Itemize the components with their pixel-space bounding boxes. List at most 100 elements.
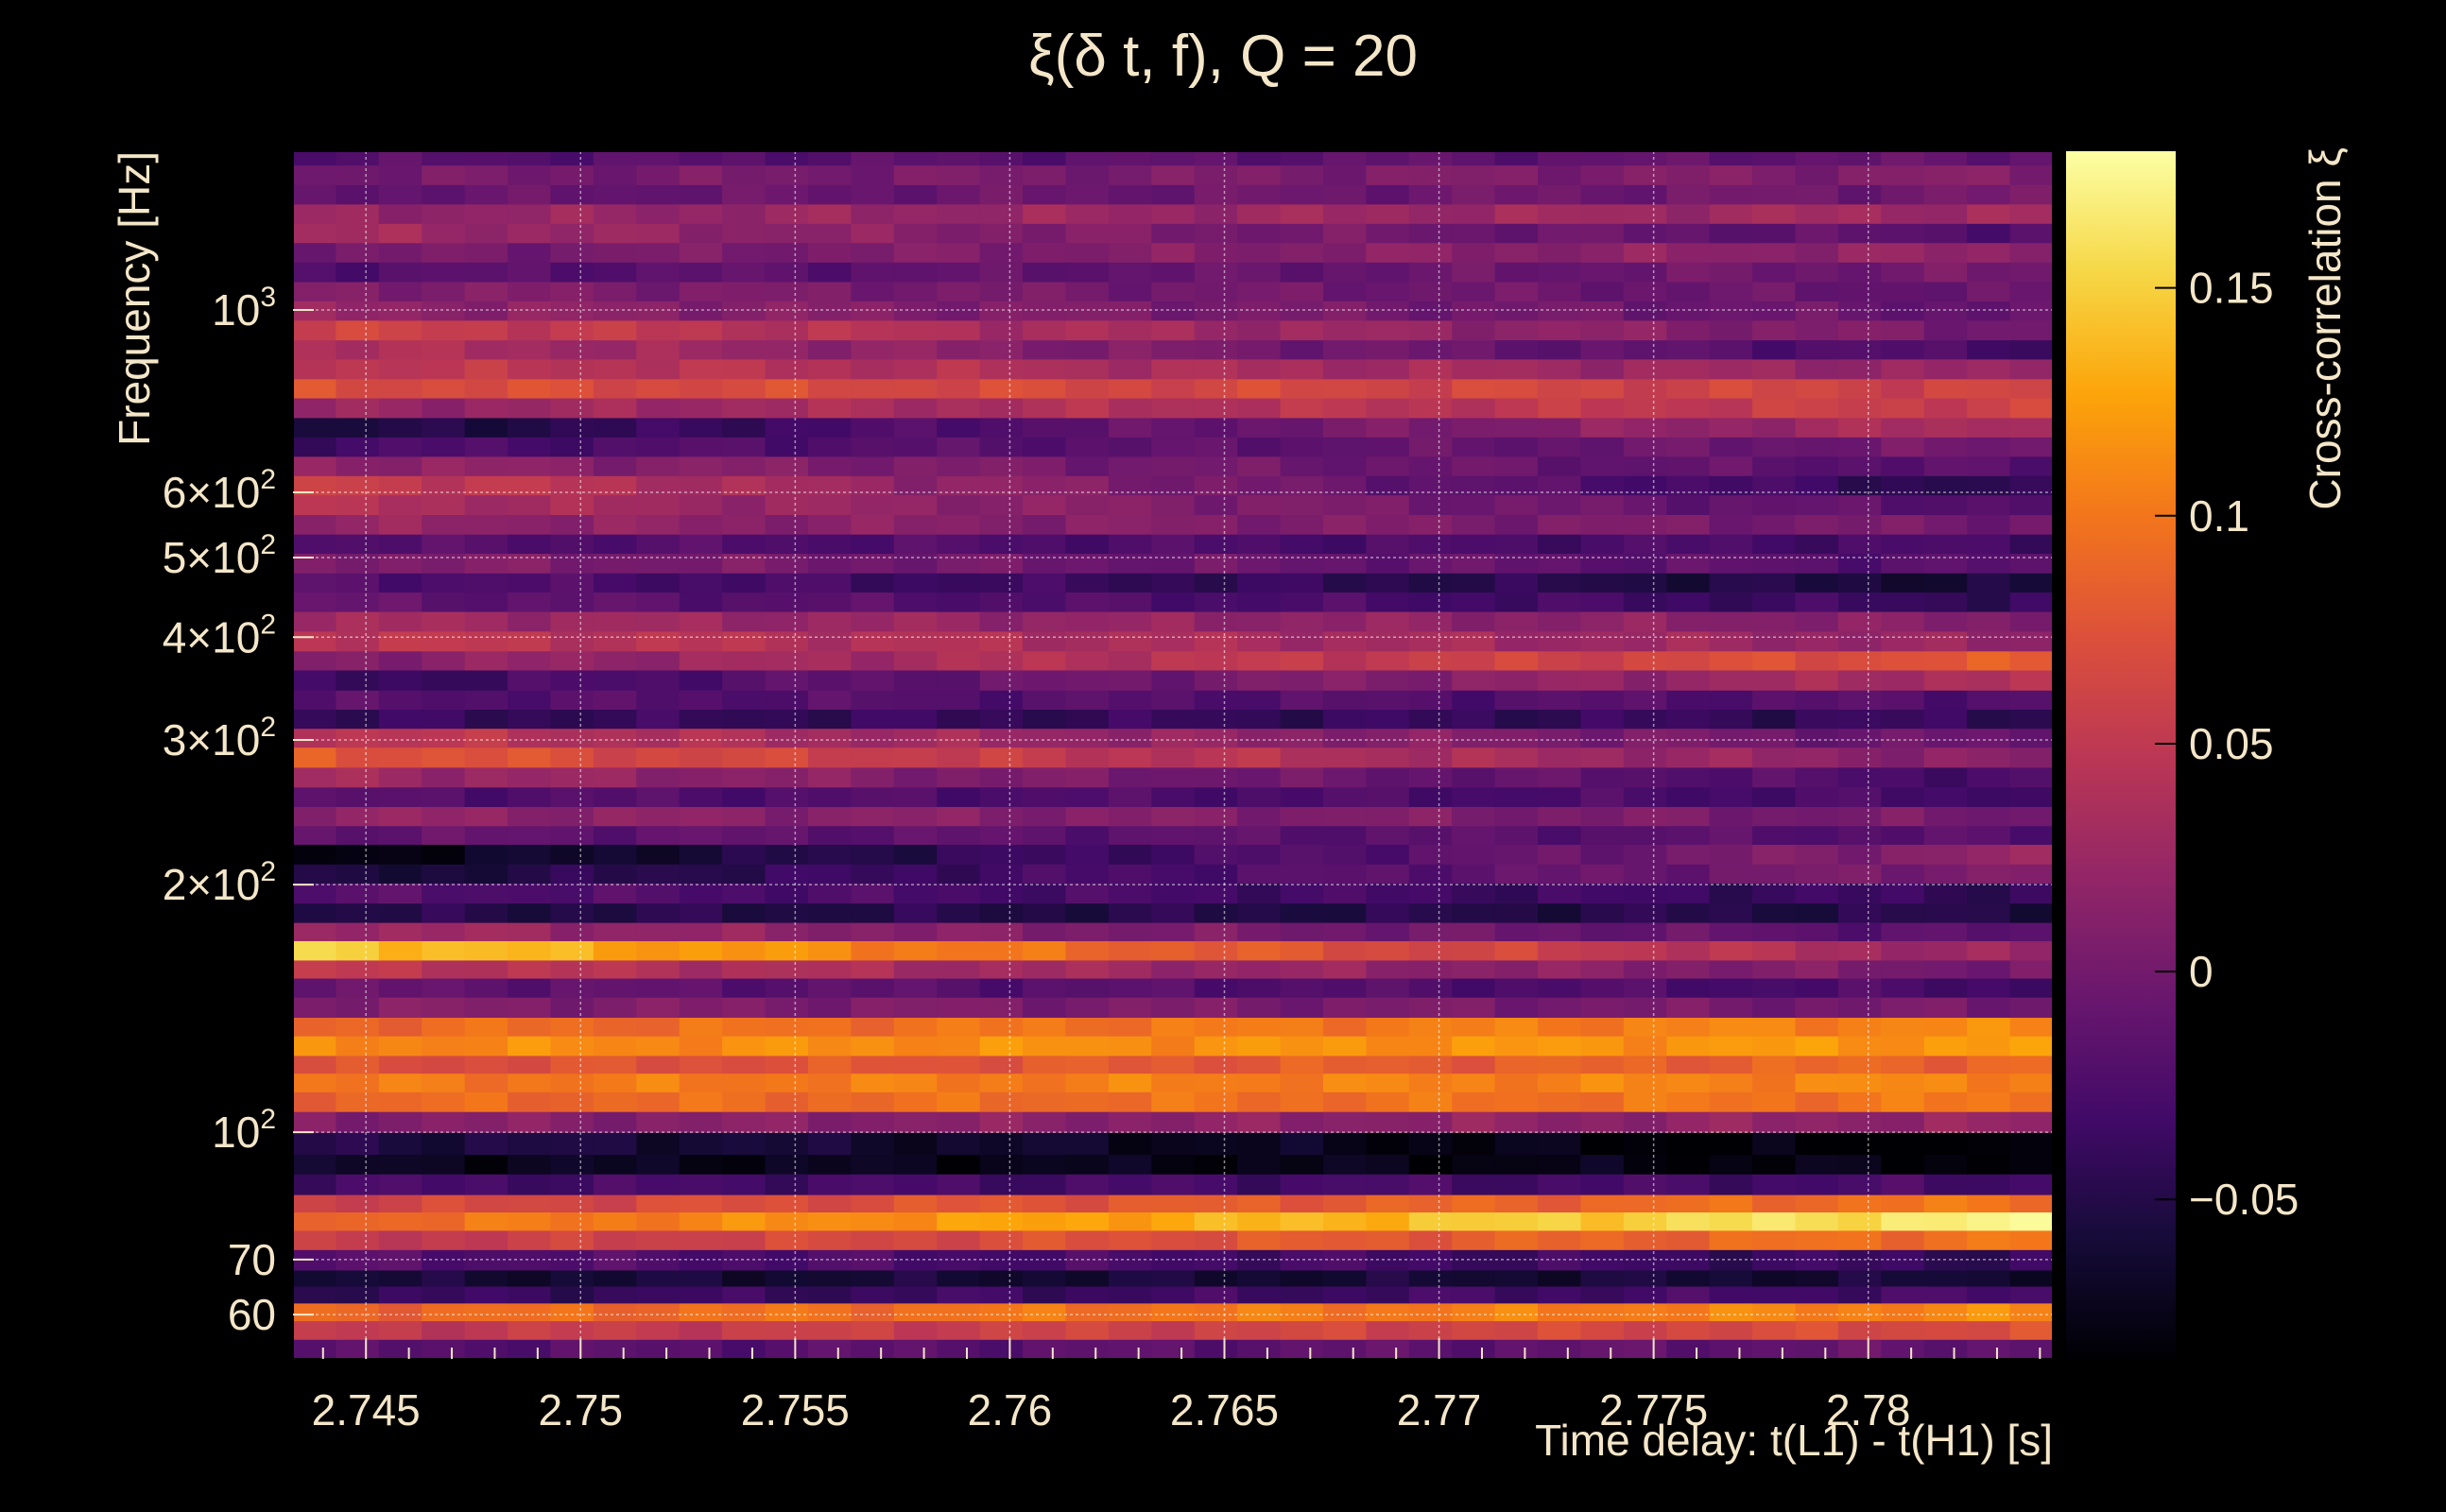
heatmap-cell	[1538, 709, 1582, 730]
heatmap-cell	[1795, 786, 1839, 807]
heatmap-cell	[893, 922, 938, 941]
heatmap-cell	[422, 339, 466, 360]
heatmap-cell	[937, 223, 981, 244]
heatmap-cell	[1666, 883, 1711, 904]
heatmap-cell	[851, 977, 895, 998]
heatmap-cell	[508, 1249, 552, 1271]
heatmap-cell	[1709, 806, 1753, 827]
heatmap-cell	[1108, 358, 1152, 380]
heatmap-cell	[1923, 902, 1968, 923]
heatmap-cell	[1151, 650, 1196, 671]
heatmap-cell	[1923, 319, 1968, 341]
heatmap-cell	[1881, 922, 1925, 941]
heatmap-cell	[1494, 184, 1539, 205]
heatmap-cell	[765, 690, 809, 711]
heatmap-cell	[1452, 203, 1496, 224]
heatmap-cell	[1023, 534, 1067, 555]
heatmap-cell	[1065, 455, 1110, 476]
heatmap-cell	[1837, 1229, 1882, 1250]
heatmap-cell	[679, 437, 723, 457]
heatmap-cell	[979, 1174, 1024, 1195]
heatmap-cell	[508, 553, 552, 574]
heatmap-cell	[979, 940, 1024, 961]
heatmap-cell	[422, 1036, 466, 1057]
heatmap-cell	[1194, 883, 1238, 904]
heatmap-cell	[1623, 417, 1667, 438]
heatmap-cell	[1538, 630, 1582, 652]
heatmap-cell	[422, 864, 466, 884]
heatmap-cell	[1967, 1211, 2011, 1231]
heatmap-cell	[1108, 1073, 1152, 1092]
heatmap-cell	[464, 553, 508, 574]
heatmap-cell	[464, 417, 508, 438]
heatmap-cell	[1452, 940, 1496, 961]
heatmap-cell	[1194, 669, 1238, 691]
heatmap-cell	[1065, 1269, 1110, 1287]
heatmap-cell	[550, 164, 594, 185]
heatmap-cell	[1923, 301, 1968, 321]
heatmap-cell	[464, 959, 508, 979]
heatmap-cell	[1837, 690, 1882, 711]
heatmap-cell	[1795, 728, 1839, 748]
heatmap-cell	[851, 553, 895, 574]
heatmap-cell	[1366, 301, 1410, 321]
heatmap-cell	[1194, 262, 1238, 283]
heatmap-cell	[1322, 437, 1367, 457]
heatmap-cell	[1108, 203, 1152, 224]
heatmap-cell	[1151, 573, 1196, 593]
heatmap-cell	[1280, 997, 1324, 1018]
heatmap-cell	[1494, 1229, 1539, 1250]
heatmap-cell	[336, 339, 380, 360]
heatmap-cell	[1408, 301, 1453, 321]
heatmap-cell	[1280, 630, 1324, 652]
heatmap-cell	[378, 1320, 422, 1340]
heatmap-cell	[1151, 184, 1196, 205]
heatmap-cell	[378, 1091, 422, 1112]
heatmap-cell	[1623, 747, 1667, 768]
heatmap-cell	[979, 1073, 1024, 1092]
heatmap-cell	[1666, 959, 1711, 979]
heatmap-cell	[593, 151, 637, 166]
heatmap-cell	[1366, 709, 1410, 730]
heatmap-cell	[979, 184, 1024, 205]
heatmap-cell	[1623, 378, 1667, 399]
heatmap-cell	[422, 630, 466, 652]
heatmap-cell	[1795, 281, 1839, 301]
heatmap-cell	[937, 455, 981, 476]
heatmap-cell	[1237, 1174, 1282, 1195]
heatmap-cell	[1881, 1132, 1925, 1156]
heatmap-cell	[979, 1211, 1024, 1231]
heatmap-cell	[1538, 151, 1582, 166]
heatmap-cell	[1237, 630, 1282, 652]
heatmap-cell	[765, 1073, 809, 1092]
heatmap-cell	[636, 223, 680, 244]
heatmap-cell	[1322, 1339, 1367, 1360]
colorbar-tick-label: 0.05	[2189, 719, 2274, 768]
heatmap-cell	[937, 534, 981, 555]
heatmap-cell	[293, 864, 337, 884]
heatmap-cell	[1580, 864, 1625, 884]
heatmap-cell	[1580, 1320, 1625, 1340]
heatmap-cell	[550, 151, 594, 166]
heatmap-cell	[508, 1055, 552, 1074]
heatmap-cell	[1108, 883, 1152, 904]
heatmap-cell	[979, 475, 1024, 496]
heatmap-cell	[979, 747, 1024, 768]
heatmap-cell	[679, 1269, 723, 1287]
heatmap-cell	[1280, 319, 1324, 341]
heatmap-cell	[1194, 1091, 1238, 1112]
heatmap-cell	[1023, 650, 1067, 671]
heatmap-cell	[422, 977, 466, 998]
heatmap-cell	[1322, 151, 1367, 166]
heatmap-cell	[1752, 1302, 1797, 1322]
colorbar-tick-label: −0.05	[2189, 1175, 2299, 1224]
heatmap-cell	[1538, 1229, 1582, 1250]
heatmap-cell	[1967, 475, 2011, 496]
heatmap-cell	[722, 417, 767, 438]
heatmap-cell	[293, 1017, 337, 1037]
heatmap-cell	[1494, 514, 1539, 535]
heatmap-cell	[765, 959, 809, 979]
heatmap-cell	[1923, 959, 1968, 979]
heatmap-cell	[1623, 977, 1667, 998]
heatmap-cell	[2009, 1036, 2054, 1057]
